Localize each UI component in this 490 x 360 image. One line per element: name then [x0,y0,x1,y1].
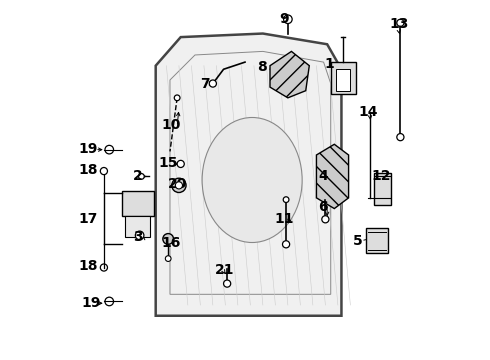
Circle shape [174,95,180,101]
Text: 12: 12 [372,170,391,184]
Text: 19: 19 [79,141,98,156]
Text: 15: 15 [158,156,178,170]
Circle shape [283,197,289,203]
Bar [373,173,392,205]
Text: 4: 4 [318,170,328,184]
Text: 18: 18 [79,163,98,177]
Text: 3: 3 [133,230,143,244]
Circle shape [209,80,217,87]
Text: 11: 11 [274,212,294,226]
Text: 7: 7 [200,77,210,91]
Circle shape [105,297,114,306]
Circle shape [322,216,329,223]
Circle shape [284,15,292,23]
Circle shape [165,256,171,261]
Bar [336,69,350,91]
Bar [367,228,388,253]
Text: 20: 20 [168,176,187,190]
Polygon shape [270,51,309,98]
Circle shape [397,134,404,141]
Circle shape [223,280,231,287]
Text: 16: 16 [161,235,180,249]
Circle shape [135,231,144,240]
Circle shape [177,160,184,167]
Polygon shape [156,33,342,316]
Text: 18: 18 [79,260,98,274]
Text: 5: 5 [353,234,363,248]
Circle shape [139,174,144,179]
Bar [125,216,150,237]
Ellipse shape [202,117,302,243]
Text: 14: 14 [359,105,378,119]
Text: 19: 19 [81,296,100,310]
Circle shape [100,264,107,271]
Text: 9: 9 [279,12,289,26]
Text: 2: 2 [133,170,143,184]
Circle shape [163,234,173,244]
Text: 21: 21 [215,263,234,277]
Bar [331,62,356,94]
Text: 1: 1 [324,57,334,71]
Circle shape [283,241,290,248]
Text: 10: 10 [161,118,181,132]
Text: 8: 8 [257,60,267,75]
Text: 6: 6 [318,200,328,214]
Circle shape [397,19,404,26]
Polygon shape [317,144,348,208]
Circle shape [100,167,107,175]
Text: 17: 17 [79,212,98,226]
Bar [122,191,154,216]
Text: 13: 13 [390,17,409,31]
Circle shape [105,145,114,154]
Circle shape [175,182,182,189]
Circle shape [172,178,186,193]
